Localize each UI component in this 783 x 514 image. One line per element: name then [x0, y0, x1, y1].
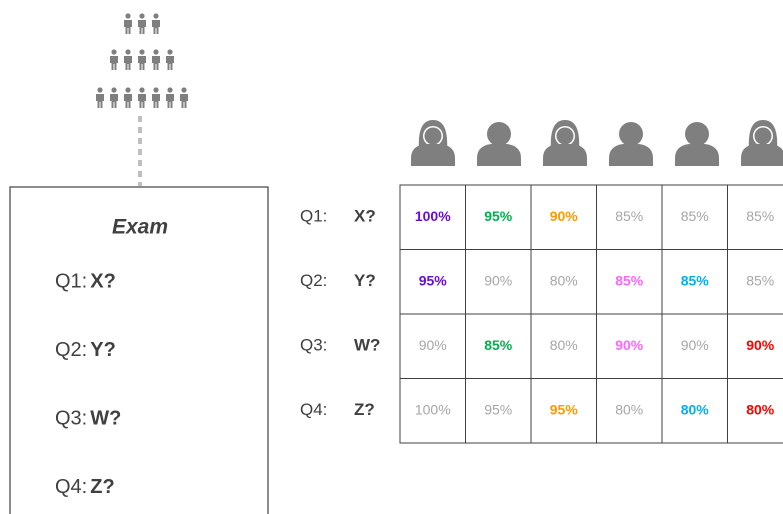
cell-value: 85% [484, 337, 513, 353]
row-answer: W? [354, 336, 380, 355]
cell-value: 95% [484, 401, 512, 417]
question-label: Q1: [55, 270, 87, 292]
cell-value: 90% [484, 272, 512, 288]
cell-value: 90% [615, 337, 644, 353]
cell-value: 95% [484, 208, 513, 224]
cell-value: 85% [681, 208, 709, 224]
question-answer: Z? [90, 476, 114, 498]
cell-value: 80% [615, 401, 643, 417]
exam-title: Exam [112, 216, 168, 239]
cell-value: 80% [550, 337, 578, 353]
cell-value: 85% [681, 272, 710, 288]
cell-value: 100% [415, 401, 451, 417]
row-answer: Z? [354, 400, 375, 419]
cell-value: 90% [550, 208, 579, 224]
question-label: Q3: [55, 407, 87, 429]
question-label: Q2: [55, 339, 87, 361]
cell-value: 85% [746, 208, 774, 224]
cell-value: 80% [550, 272, 578, 288]
student-icons [411, 120, 783, 166]
cell-value: 85% [615, 272, 644, 288]
cell-value: 80% [746, 401, 775, 417]
exam-box [9, 186, 269, 514]
cell-value: 90% [746, 337, 775, 353]
question-label: Q4: [55, 476, 87, 498]
question-answer: W? [90, 407, 121, 429]
row-label: Q3: [300, 336, 327, 355]
cell-value: 100% [415, 208, 451, 224]
row-label: Q1: [300, 207, 327, 226]
cell-value: 90% [681, 337, 709, 353]
row-label: Q4: [300, 400, 327, 419]
crowd-icon [96, 13, 188, 108]
table-cell [727, 378, 783, 444]
cell-value: 95% [419, 272, 448, 288]
question-answer: X? [90, 270, 116, 292]
question-answer: Y? [90, 339, 116, 361]
row-answer: Y? [354, 271, 376, 290]
row-label: Q2: [300, 271, 327, 290]
cell-value: 85% [615, 208, 643, 224]
row-answer: X? [354, 207, 376, 226]
cell-value: 85% [746, 272, 774, 288]
cell-value: 90% [419, 337, 447, 353]
cell-value: 95% [550, 401, 579, 417]
cell-value: 80% [681, 401, 710, 417]
